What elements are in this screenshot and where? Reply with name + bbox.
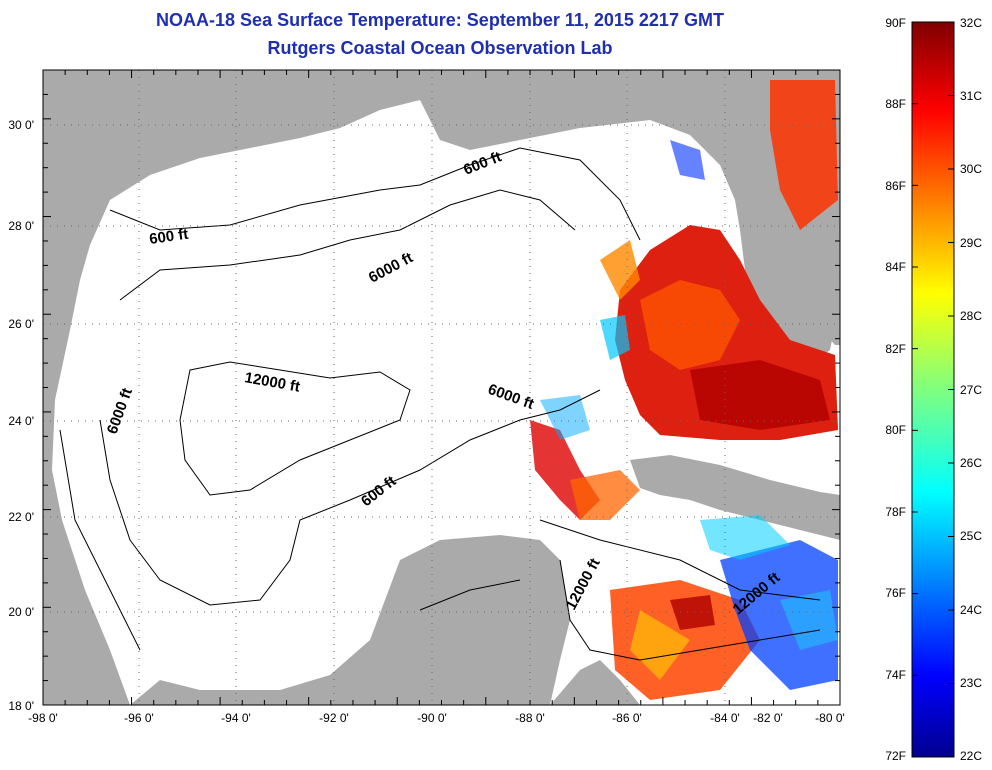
- lon-tick-label: -84 0': [710, 711, 740, 725]
- colorbar-c-label: 23C: [960, 676, 982, 690]
- colorbar-f-label: 78F: [885, 505, 906, 519]
- lat-tick-label: 24 0': [8, 414, 34, 428]
- graticule: [43, 70, 840, 705]
- colorbar-f-label: 72F: [885, 749, 906, 763]
- colorbar-ticks: [912, 21, 954, 758]
- colorbar-f-label: 76F: [885, 586, 906, 600]
- land-central-america: [550, 660, 640, 705]
- lon-tick-label: -92 0': [319, 711, 349, 725]
- colorbar-c-label: 26C: [960, 456, 982, 470]
- lon-tick-label: -88 0': [515, 711, 545, 725]
- lon-tick-label: -90 0': [417, 711, 447, 725]
- colorbar-f-label: 86F: [885, 179, 906, 193]
- colorbar-f-label: 80F: [885, 423, 906, 437]
- contour-label: 600 ft: [148, 226, 189, 248]
- lat-tick-label: 18 0': [8, 699, 34, 713]
- lon-tick-label: -94 0': [221, 711, 251, 725]
- lon-tick-label: -96 0': [124, 711, 154, 725]
- lat-tick-label: 26 0': [8, 317, 34, 331]
- colorbar-f-label: 90F: [885, 16, 906, 30]
- sst-data-overlay: [530, 80, 838, 700]
- lat-tick-label: 30 0': [8, 118, 34, 132]
- colorbar-labels: 90F 88F 86F 84F 82F 80F 78F 76F 74F 72F …: [885, 16, 982, 763]
- land-cuba: [630, 455, 840, 540]
- colorbar-c-label: 24C: [960, 603, 982, 617]
- colorbar-f-label: 74F: [885, 668, 906, 682]
- map-subtitle: Rutgers Coastal Ocean Observation Lab: [267, 38, 613, 58]
- lon-tick-label: -86 0': [612, 711, 642, 725]
- colorbar-f-label: 82F: [885, 342, 906, 356]
- map-title: NOAA-18 Sea Surface Temperature: Septemb…: [156, 10, 724, 30]
- colorbar-c-label: 28C: [960, 309, 982, 323]
- colorbar-c-label: 30C: [960, 162, 982, 176]
- colorbar-f-label: 84F: [885, 260, 906, 274]
- colorbar-c-label: 31C: [960, 89, 982, 103]
- lon-tick-label: -82 0': [753, 711, 783, 725]
- land-yucatan: [130, 535, 570, 705]
- bathymetry-contours: [59, 147, 821, 661]
- lat-tick-label: 28 0': [8, 219, 34, 233]
- lat-tick-label: 20 0': [8, 605, 34, 619]
- colorbar-c-label: 25C: [960, 529, 982, 543]
- lon-tick-label: -80 0': [815, 711, 845, 725]
- map-tick-marks: [42, 69, 841, 706]
- colorbar-c-label: 32C: [960, 16, 982, 30]
- lon-tick-label: -98 0': [28, 711, 58, 725]
- colorbar-f-label: 88F: [885, 97, 906, 111]
- colorbar-c-label: 29C: [960, 236, 982, 250]
- colorbar-c-label: 22C: [960, 749, 982, 763]
- lat-tick-label: 22 0': [8, 510, 34, 524]
- colorbar: [911, 21, 955, 758]
- axis-labels: -98 0' -96 0' -94 0' -92 0' -90 0' -88 0…: [8, 118, 844, 725]
- colorbar-c-label: 27C: [960, 383, 982, 397]
